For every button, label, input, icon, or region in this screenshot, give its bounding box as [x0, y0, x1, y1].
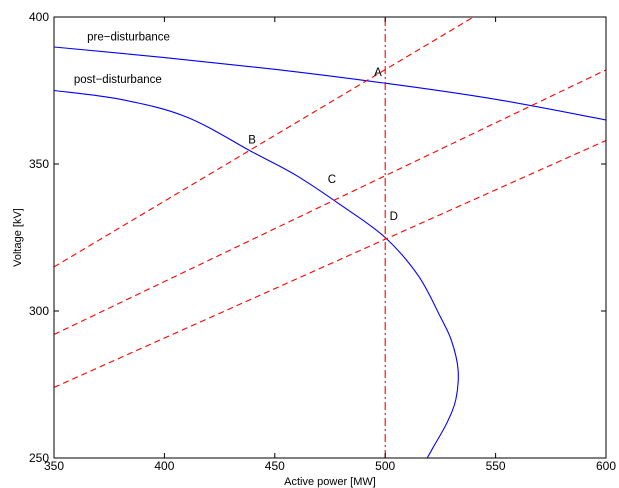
- plot-frame: [53, 16, 607, 459]
- x-tick-label: 450: [265, 459, 285, 473]
- annotation-b: B: [248, 134, 256, 146]
- x-tick-label: 350: [44, 459, 64, 473]
- chart-curves: [54, 17, 606, 458]
- series-dashed-line-3: [54, 69, 606, 335]
- x-axis-label: Active power [MW]: [284, 476, 376, 488]
- series-post-disturbance: [54, 89, 459, 458]
- x-tick-label: 400: [154, 459, 174, 473]
- series-dashed-line-2: [54, 17, 474, 268]
- annotation-pre-disturbance: pre−disturbance: [87, 32, 170, 44]
- x-tick-label: 600: [596, 459, 616, 473]
- axis-ticks: 350 400 450 500 550 600 250 300 350 400: [29, 10, 616, 473]
- annotation-labels: pre−disturbance post−disturbance A B C D: [74, 32, 398, 223]
- x-tick-label: 500: [375, 459, 395, 473]
- y-tick-label: 300: [29, 304, 49, 318]
- x-tick-label: 550: [486, 459, 506, 473]
- annotation-post-disturbance: post−disturbance: [74, 74, 162, 86]
- y-tick-label: 350: [29, 157, 49, 171]
- annotation-c: C: [328, 174, 336, 186]
- series-dashed-line-4: [54, 139, 606, 388]
- annotation-d: D: [390, 211, 398, 223]
- annotation-a: A: [374, 67, 382, 79]
- y-axis-label: Voltage [kV]: [12, 208, 24, 267]
- y-tick-label: 250: [29, 451, 49, 465]
- series-pre-disturbance: [54, 46, 606, 121]
- y-tick-label: 400: [29, 10, 49, 24]
